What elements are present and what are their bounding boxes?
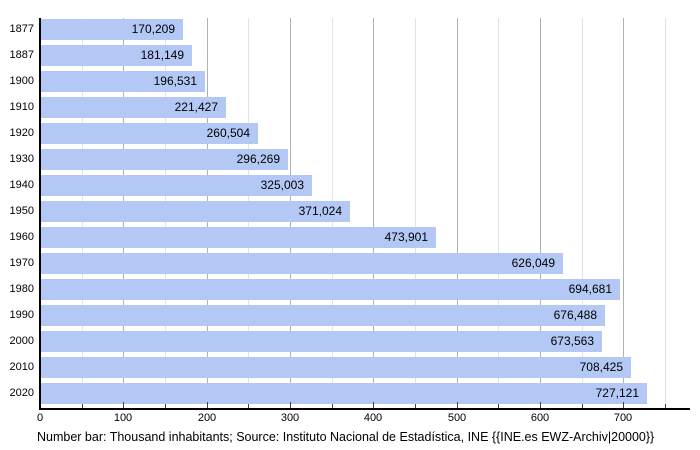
bar-row: 1990 676,488: [0, 305, 700, 326]
gridline-major: [623, 18, 624, 408]
x-axis-tick-label: 200: [197, 412, 217, 424]
x-axis-tick-label: 600: [530, 412, 550, 424]
bar: [41, 279, 620, 300]
y-axis-label: 1950: [9, 205, 34, 217]
bar-row: 1877 170,209: [0, 19, 700, 40]
y-axis-label: 2000: [9, 335, 34, 347]
gridline-minor: [665, 18, 666, 408]
bar: [41, 149, 288, 170]
bar-row: 1910 221,427: [0, 97, 700, 118]
gridline-major: [373, 18, 374, 408]
x-tick-minor: [415, 404, 416, 408]
y-axis-label: 1930: [9, 153, 34, 165]
bar-value-label: 626,049: [511, 256, 555, 270]
y-axis-label: 2020: [9, 387, 34, 399]
bar: [41, 123, 258, 144]
x-tick-minor: [82, 404, 83, 408]
x-tick-minor: [498, 404, 499, 408]
bar-value-label: 325,003: [260, 178, 304, 192]
bar-value-label: 181,149: [140, 48, 184, 62]
x-axis-line: [39, 408, 690, 410]
bar-row: 1960 473,901: [0, 227, 700, 248]
y-axis-label: 1900: [9, 75, 34, 87]
gridline-minor: [582, 18, 583, 408]
bar-row: 1950 371,024: [0, 201, 700, 222]
x-axis-tick-label: 400: [363, 412, 383, 424]
x-tick-major: [290, 402, 291, 408]
bar: [41, 19, 183, 40]
y-axis-label: 2010: [9, 361, 34, 373]
y-axis-label: 1990: [9, 309, 34, 321]
x-axis-tick-label: 0: [36, 412, 44, 424]
y-axis-line: [39, 18, 41, 410]
bar-value-label: 371,024: [298, 204, 342, 218]
bar-value-label: 676,488: [553, 308, 597, 322]
x-tick-minor: [665, 404, 666, 408]
gridline-minor: [498, 18, 499, 408]
x-tick-major: [457, 402, 458, 408]
bar-row: 1980 694,681: [0, 279, 700, 300]
x-axis-tick-label: 700: [613, 412, 633, 424]
bar-value-label: 221,427: [174, 100, 218, 114]
bar-value-label: 196,531: [153, 74, 197, 88]
caption: Number bar: Thousand inhabitants; Source…: [37, 430, 655, 444]
bar: [41, 253, 563, 274]
gridline-major: [457, 18, 458, 408]
bar: [41, 71, 205, 92]
bar-value-label: 260,504: [206, 126, 250, 140]
bar: [41, 175, 312, 196]
x-tick-minor: [332, 404, 333, 408]
bar-row: 1900 196,531: [0, 71, 700, 92]
bar-row: 1940 325,003: [0, 175, 700, 196]
x-axis-tick-label: 100: [113, 412, 133, 424]
bar: [41, 331, 602, 352]
y-axis-label: 1960: [9, 231, 34, 243]
x-axis-tick-label: 300: [280, 412, 300, 424]
bar-value-label: 673,563: [550, 334, 594, 348]
bar: [41, 45, 192, 66]
bar-value-label: 708,425: [579, 360, 623, 374]
bar-row: 2010 708,425: [0, 357, 700, 378]
x-tick-major: [540, 402, 541, 408]
x-tick-major: [373, 402, 374, 408]
y-axis-label: 1877: [9, 23, 34, 35]
bar: [41, 97, 226, 118]
bar: [41, 383, 647, 404]
bar-row: 1920 260,504: [0, 123, 700, 144]
bar-row: 1930 296,269: [0, 149, 700, 170]
y-axis-label: 1970: [9, 257, 34, 269]
y-axis-label: 1910: [9, 101, 34, 113]
bar-value-label: 170,209: [131, 22, 175, 36]
x-tick-major: [623, 402, 624, 408]
gridline-major: [540, 18, 541, 408]
y-axis-label: 1980: [9, 283, 34, 295]
bar: [41, 227, 436, 248]
x-tick-minor: [165, 404, 166, 408]
bar-value-label: 473,901: [384, 230, 428, 244]
bar: [41, 357, 631, 378]
x-tick-minor: [582, 404, 583, 408]
x-axis-tick-label: 500: [447, 412, 467, 424]
bar-value-label: 727,121: [595, 386, 639, 400]
bar-value-label: 694,681: [568, 282, 612, 296]
bar-row: 1887 181,149: [0, 45, 700, 66]
x-tick-major: [123, 402, 124, 408]
bar-row: 1970 626,049: [0, 253, 700, 274]
x-tick-major: [207, 402, 208, 408]
bar-value-label: 296,269: [236, 152, 280, 166]
y-axis-label: 1920: [9, 127, 34, 139]
bar-row: 2000 673,563: [0, 331, 700, 352]
y-axis-label: 1887: [9, 49, 34, 61]
bar-row: 2020 727,121: [0, 383, 700, 404]
bar: [41, 201, 350, 222]
y-axis-label: 1940: [9, 179, 34, 191]
gridline-minor: [415, 18, 416, 408]
bar: [41, 305, 605, 326]
x-tick-minor: [248, 404, 249, 408]
